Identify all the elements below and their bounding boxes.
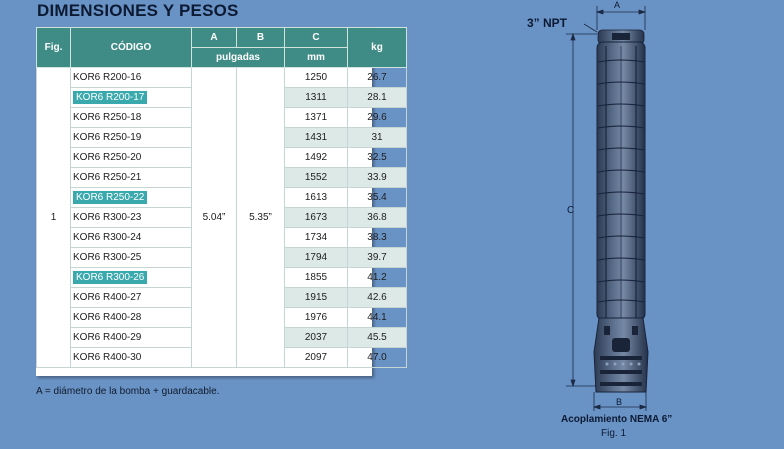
code-cell: KOR6 R250-18	[70, 107, 192, 128]
table-row: KOR6 R400-28 1976 44.1	[37, 307, 407, 328]
c-cell: 1673	[284, 207, 348, 228]
code-label: KOR6 R250-19	[73, 132, 142, 143]
kg-cell: 26.7	[347, 67, 407, 88]
kg-cell: 47.0	[347, 347, 407, 368]
code-label: KOR6 R400-30	[73, 352, 142, 363]
code-label: KOR6 R200-16	[73, 72, 142, 83]
code-label: KOR6 R250-22	[73, 191, 148, 204]
code-label: KOR6 R300-23	[73, 212, 142, 223]
header-mm: mm	[284, 47, 348, 68]
code-label: KOR6 R300-26	[73, 271, 148, 284]
table-row: 1 KOR6 R200-16 5.04” 5.35” 1250 26.7	[36, 67, 407, 368]
table-row: KOR6 R250-18 1371 29.6	[37, 107, 407, 128]
code-label: KOR6 R300-25	[73, 252, 142, 263]
c-cell: 1915	[284, 287, 348, 308]
code-label: KOR6 R400-28	[73, 312, 142, 323]
code-label: KOR6 R250-20	[73, 152, 142, 163]
table-row: KOR6 R400-30 2097 47.0	[37, 347, 407, 368]
table-row: KOR6 R300-25 1794 39.7	[37, 247, 407, 268]
c-cell: 1431	[284, 127, 348, 148]
code-label: KOR6 R250-21	[73, 172, 142, 183]
kg-cell: 33.9	[347, 167, 407, 188]
c-cell: 2097	[284, 347, 348, 368]
dimension-c-line	[566, 32, 597, 388]
table-row: KOR6 R400-27 1915 42.6	[37, 287, 407, 308]
table-row: KOR6 R250-19 1431 31	[37, 127, 407, 148]
header-b: B	[236, 27, 285, 48]
dimension-a-line	[595, 6, 647, 30]
c-cell: 2037	[284, 327, 348, 348]
table-row: KOR6 R250-21 1552 33.9	[37, 167, 407, 188]
dimension-a-label: A	[614, 0, 621, 10]
code-label: KOR6 R300-24	[73, 232, 142, 243]
pump-body	[593, 29, 649, 393]
footnote: A = diámetro de la bomba + guardacable.	[36, 386, 220, 397]
header-fig: Fig.	[36, 27, 71, 68]
dimension-b-label: B	[616, 397, 623, 407]
figure-number: Fig. 1	[601, 428, 627, 439]
kg-cell: 35.4	[347, 187, 407, 208]
kg-cell: 28.1	[347, 87, 407, 108]
header-a: A	[191, 27, 237, 48]
c-cell: 1552	[284, 167, 348, 188]
code-label: KOR6 R400-29	[73, 332, 142, 343]
code-label: KOR6 R200-17	[73, 91, 148, 104]
dimension-c-label: C	[567, 205, 575, 216]
code-cell: KOR6 R250-22	[70, 187, 192, 208]
code-cell: KOR6 R400-30	[70, 347, 192, 368]
npt-arrow	[583, 23, 598, 33]
code-label: KOR6 R400-27	[73, 292, 142, 303]
page-title: DIMENSIONES Y PESOS	[37, 1, 239, 20]
fig-cell: 1	[36, 67, 71, 368]
kg-cell: 42.6	[347, 287, 407, 308]
dimension-b-line	[592, 392, 648, 411]
npt-label: 3” NPT	[527, 16, 568, 30]
code-cell: KOR6 R200-17	[70, 87, 192, 108]
table-row: KOR6 R300-23 1673 36.8	[37, 207, 407, 228]
dimensions-table-container: Fig. CÓDIGO A B C kg pulgadas mm 1 KOR6 R…	[36, 27, 407, 376]
b-cell: 5.35”	[236, 67, 285, 368]
dimensions-table: Fig. CÓDIGO A B C kg pulgadas mm 1 KOR6 R…	[36, 27, 407, 368]
table-body: 1 KOR6 R200-16 5.04” 5.35” 1250 26.7 KOR6 R200…	[36, 67, 407, 368]
coupling-caption: Acoplamiento NEMA 6”	[561, 414, 673, 425]
table-row: KOR6 R250-22 1613 35.4	[37, 187, 407, 208]
code-label: KOR6 R250-18	[73, 112, 142, 123]
header-codigo: CÓDIGO	[70, 27, 192, 68]
c-cell: 1794	[284, 247, 348, 268]
